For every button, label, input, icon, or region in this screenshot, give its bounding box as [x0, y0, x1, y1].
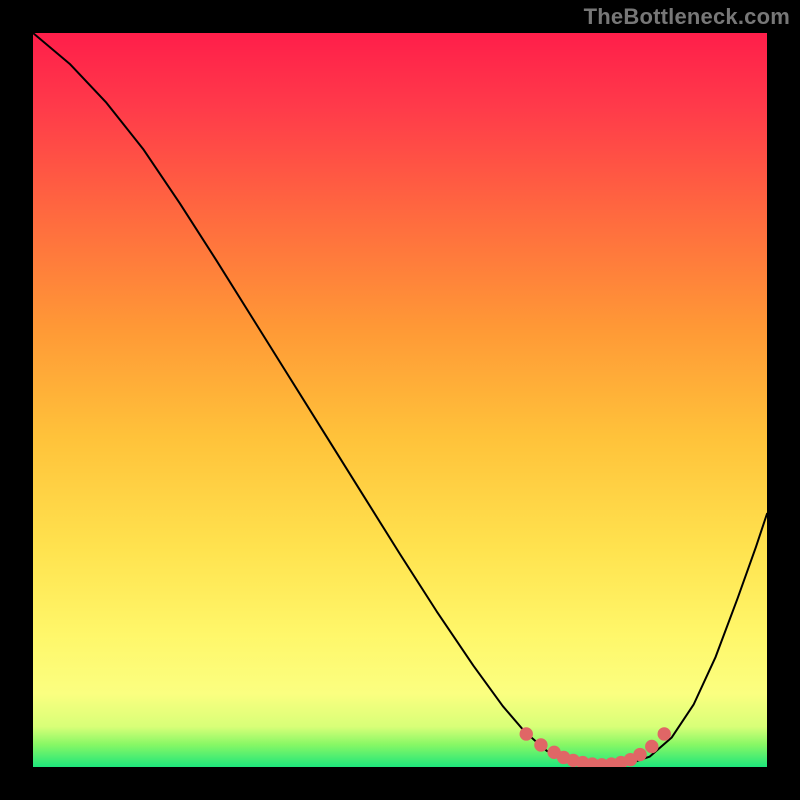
watermark-text: TheBottleneck.com	[584, 4, 790, 30]
curve-marker	[520, 728, 532, 740]
marker-sequence	[33, 33, 767, 767]
curve-marker	[535, 739, 547, 751]
curve-marker	[646, 740, 658, 752]
curve-marker	[658, 728, 670, 740]
plot-area	[33, 33, 767, 767]
page-root: TheBottleneck.com	[0, 0, 800, 800]
curve-marker	[634, 748, 646, 760]
